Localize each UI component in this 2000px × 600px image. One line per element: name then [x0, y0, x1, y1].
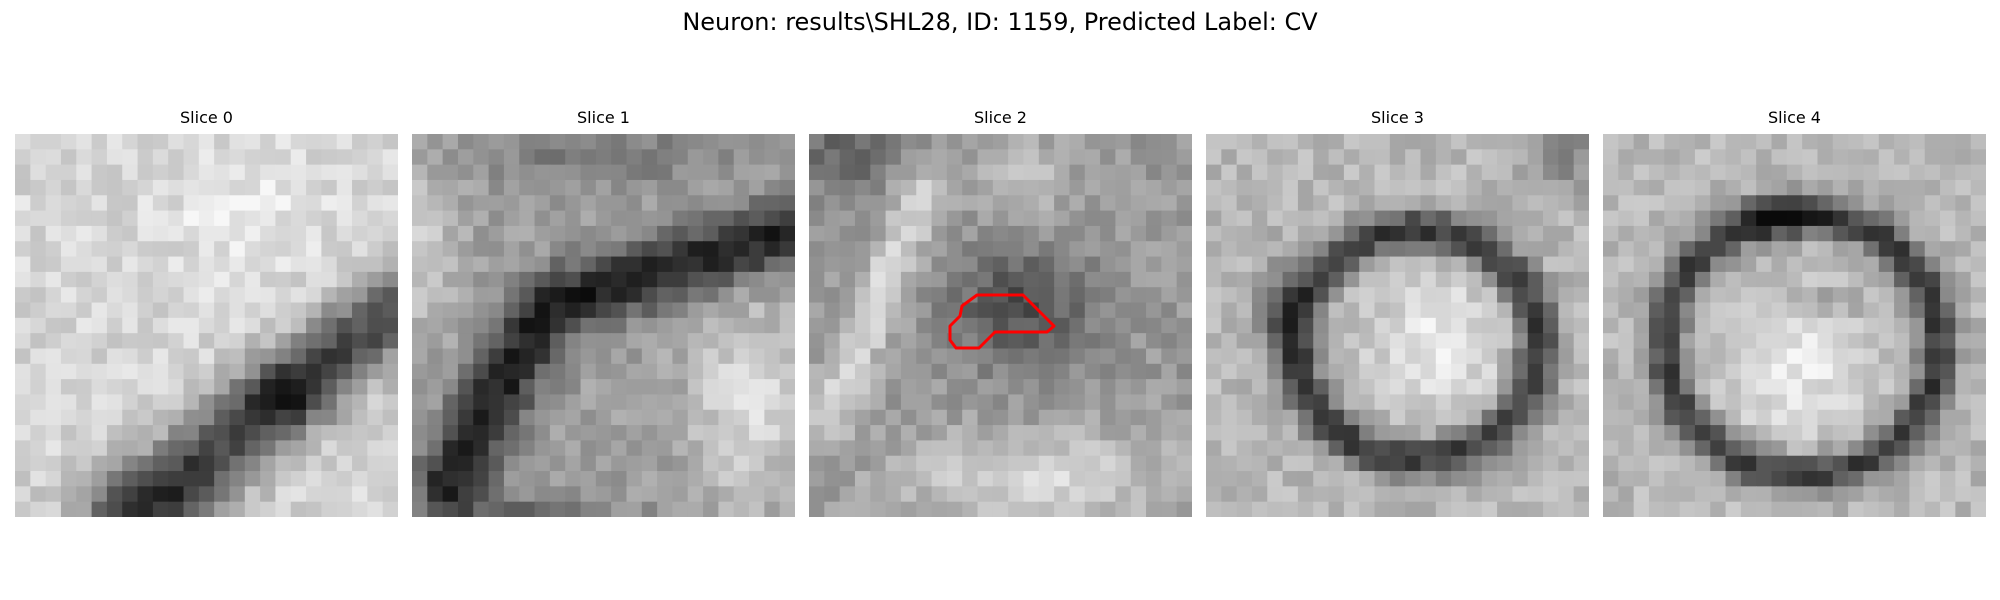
slice-image [1206, 134, 1589, 517]
slice-panel-2: Slice 2 [809, 108, 1192, 517]
slice-title: Slice 0 [180, 108, 233, 127]
figure-title: Neuron: results\SHL28, ID: 1159, Predict… [682, 8, 1318, 36]
slice-image [412, 134, 795, 517]
slice-panel-1: Slice 1 [412, 108, 795, 517]
slice-title: Slice 4 [1768, 108, 1821, 127]
contour-overlay [948, 293, 1056, 350]
slice-title: Slice 1 [577, 108, 630, 127]
slice-image [15, 134, 398, 517]
slice-title: Slice 2 [974, 108, 1027, 127]
slice-image [809, 134, 1192, 517]
slice-image [1603, 134, 1986, 517]
slice-panel-3: Slice 3 [1206, 108, 1589, 517]
slice-title: Slice 3 [1371, 108, 1424, 127]
slice-panel-4: Slice 4 [1603, 108, 1986, 517]
slice-panel-0: Slice 0 [15, 108, 398, 517]
